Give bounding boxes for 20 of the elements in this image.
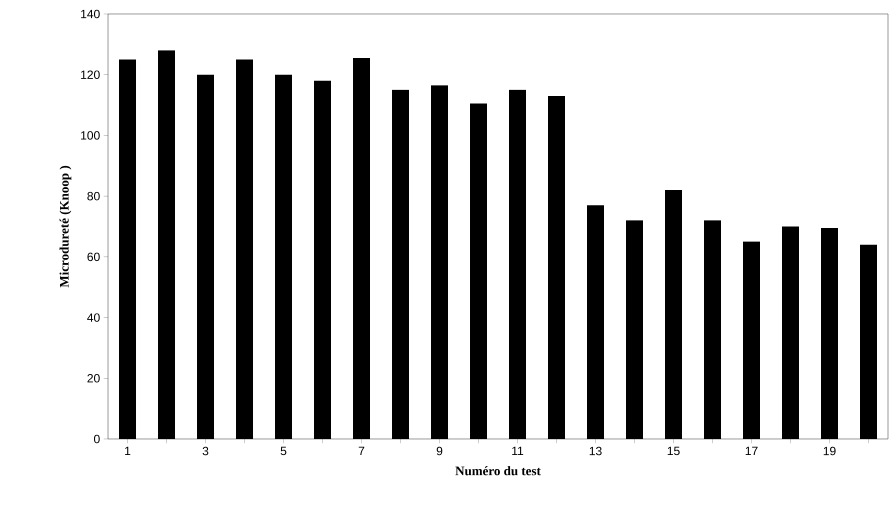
x-tick-label: 1: [125, 446, 130, 456]
x-axis-title: Numéro du test: [455, 466, 541, 476]
y-tick-label: 40: [87, 313, 100, 322]
y-tick-label: 60: [87, 252, 100, 262]
x-tick-label: 13: [590, 446, 602, 456]
x-tick-label: 7: [358, 446, 364, 456]
y-tick-label: 100: [81, 131, 100, 140]
x-tick-label: 15: [668, 446, 680, 456]
y-tick-label: 140: [81, 10, 100, 18]
y-axis-title: Microdureté (Knoop ): [60, 166, 72, 288]
x-tick-label: 9: [436, 446, 442, 456]
y-tick-label: 20: [87, 374, 100, 383]
y-tick-label: 120: [81, 70, 100, 79]
x-tick-label: 11: [512, 446, 524, 456]
x-tick-label: 5: [280, 446, 286, 456]
x-tick-label: 19: [824, 446, 836, 456]
y-tick-label: 0: [94, 434, 100, 444]
x-tick-label: 3: [202, 446, 208, 456]
x-tick-label: 17: [746, 446, 758, 456]
y-tick-label: 80: [87, 192, 100, 200]
